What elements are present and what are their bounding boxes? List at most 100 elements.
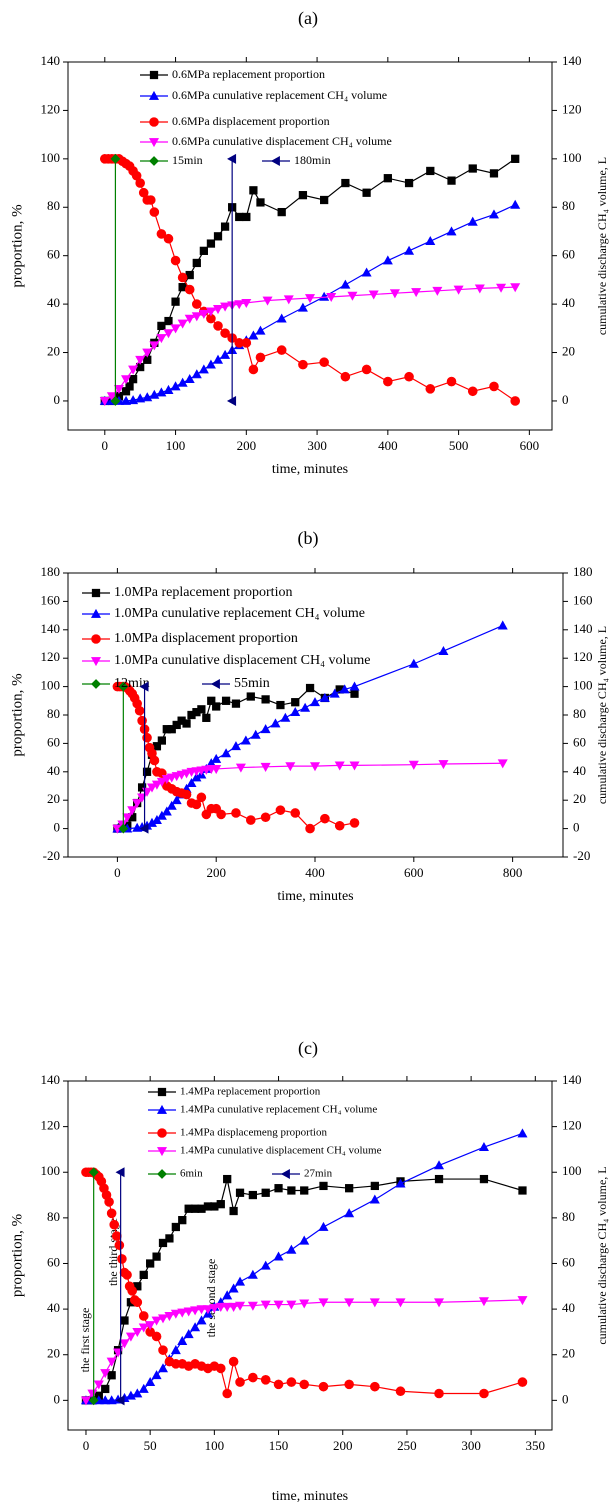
x-tick-label: 400	[305, 865, 325, 880]
marker	[181, 789, 192, 800]
marker	[290, 808, 301, 818]
marker	[276, 700, 285, 710]
marker	[172, 720, 181, 730]
marker	[171, 1222, 180, 1232]
marker	[286, 1300, 297, 1310]
marker	[255, 352, 266, 363]
legend-label: 6min	[180, 1168, 203, 1180]
marker	[106, 1357, 117, 1367]
x-tick-label: 600	[520, 438, 540, 453]
marker	[411, 288, 422, 298]
marker	[114, 1240, 125, 1251]
marker	[122, 1270, 132, 1280]
panel-label: (a)	[298, 8, 318, 29]
marker	[228, 1356, 239, 1367]
marker	[170, 255, 181, 266]
legend-marker	[91, 679, 101, 689]
legend-marker	[149, 156, 159, 166]
marker	[211, 765, 222, 775]
marker	[517, 1296, 528, 1306]
y2-tick-label: 0	[562, 392, 569, 407]
y-tick-label: 100	[41, 150, 61, 165]
marker	[447, 176, 456, 185]
marker	[163, 329, 174, 339]
y-tick-label: 60	[47, 1254, 60, 1269]
x-axis-label: time, minutes	[277, 889, 353, 904]
marker	[88, 1395, 99, 1406]
marker	[171, 297, 180, 306]
marker	[167, 725, 176, 734]
marker	[434, 1174, 444, 1184]
marker	[235, 1301, 246, 1311]
marker	[111, 1231, 122, 1241]
marker	[260, 762, 271, 772]
marker	[211, 753, 222, 763]
y-tick-label: 20	[47, 791, 60, 806]
y-tick-label: 60	[47, 734, 60, 749]
marker	[157, 736, 166, 745]
marker	[340, 279, 351, 289]
marker	[318, 1381, 329, 1392]
marker	[299, 1235, 310, 1245]
marker	[149, 207, 160, 217]
marker	[261, 695, 270, 704]
marker	[213, 232, 223, 241]
y-tick-label: 120	[41, 649, 61, 664]
marker	[152, 1252, 161, 1261]
x-tick-label: 150	[269, 1438, 289, 1453]
legend-label: 1.0MPa displacement proportion	[114, 631, 298, 646]
marker	[139, 1270, 148, 1280]
marker	[260, 1300, 271, 1310]
x-tick-label: 400	[378, 438, 398, 453]
marker	[382, 255, 393, 265]
marker	[285, 762, 296, 772]
marker	[235, 1188, 245, 1197]
y2-tick-label: 120	[562, 1118, 582, 1133]
x-tick-label: 500	[449, 438, 469, 453]
marker	[196, 1305, 207, 1315]
marker	[370, 1381, 380, 1392]
marker	[177, 272, 188, 283]
y2-tick-label: -20	[573, 848, 590, 863]
y2-tick-label: 20	[562, 1346, 575, 1361]
marker	[349, 681, 360, 691]
marker	[158, 1345, 168, 1355]
marker	[319, 692, 330, 702]
marker	[438, 645, 449, 656]
marker	[213, 354, 224, 364]
marker	[149, 389, 160, 399]
y-tick-label: 80	[47, 198, 60, 213]
marker	[100, 1395, 111, 1405]
legend-marker	[210, 678, 220, 690]
marker	[170, 1309, 181, 1319]
marker	[215, 1363, 226, 1374]
marker	[142, 392, 153, 402]
marker	[113, 384, 124, 394]
y-tick-label: 80	[47, 706, 60, 721]
marker	[320, 195, 329, 205]
marker	[369, 1298, 380, 1308]
marker	[117, 1254, 127, 1264]
legend-label: 55min	[234, 676, 270, 691]
marker	[101, 1384, 110, 1394]
y-tick-label: 0	[54, 820, 61, 835]
marker	[262, 296, 273, 306]
y-tick-label: -20	[43, 848, 60, 863]
marker	[190, 1306, 201, 1316]
marker	[248, 1372, 258, 1383]
legend-marker	[157, 1128, 167, 1138]
marker	[104, 1197, 114, 1207]
marker	[184, 374, 195, 384]
marker	[468, 164, 477, 173]
marker	[299, 1379, 310, 1390]
x-tick-label: 0	[114, 865, 121, 880]
marker	[107, 1371, 116, 1380]
legend-label: 1.0MPa cunulative replacement CH₄ volume	[114, 606, 365, 621]
marker	[347, 291, 358, 301]
y2-tick-label: 120	[562, 101, 582, 116]
marker	[497, 620, 508, 630]
y-tick-label: 40	[47, 1300, 60, 1315]
legend-marker	[156, 1147, 168, 1157]
marker	[177, 1308, 188, 1318]
marker	[139, 823, 149, 834]
